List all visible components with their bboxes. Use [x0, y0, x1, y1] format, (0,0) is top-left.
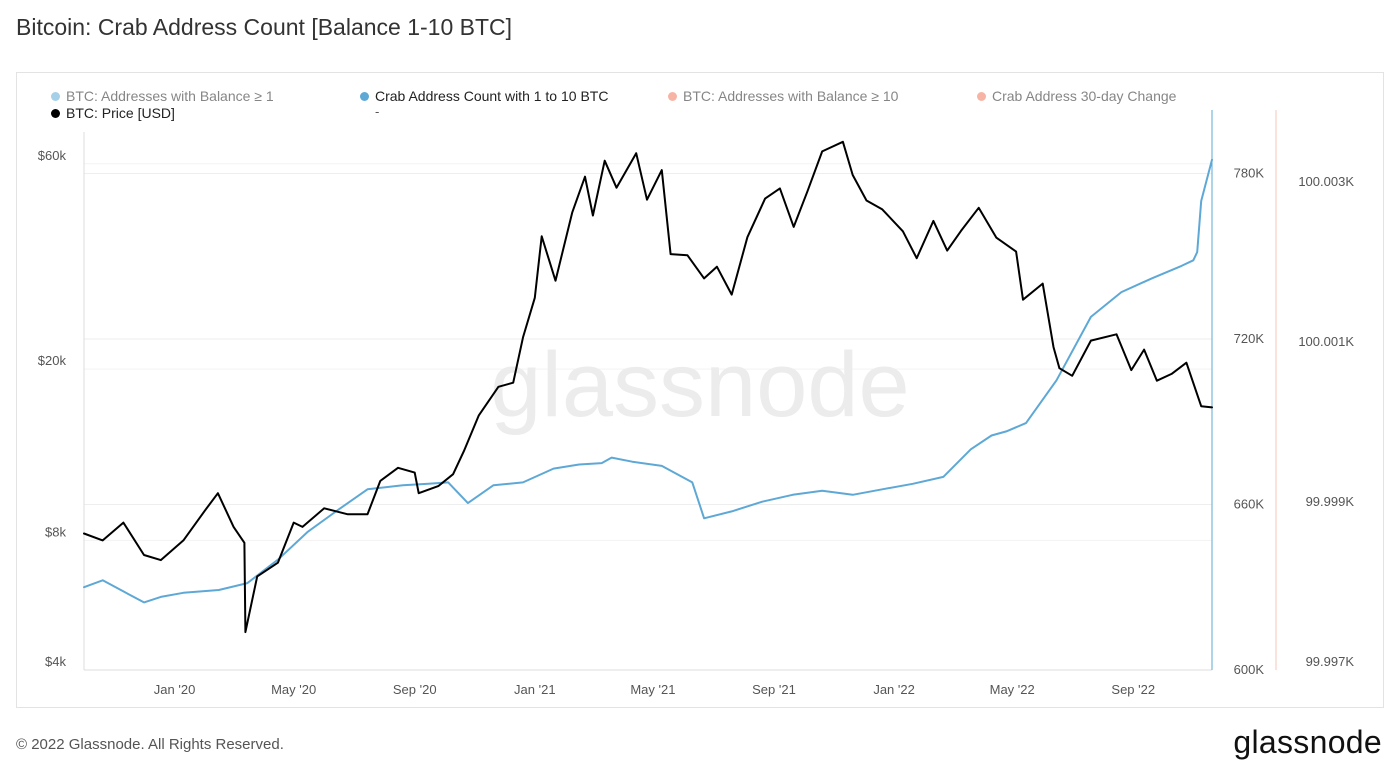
y-tick-label-count: 780K — [1234, 165, 1265, 180]
y-tick-label-change: 100.003K — [1298, 174, 1354, 189]
page-title: Bitcoin: Crab Address Count [Balance 1-1… — [16, 14, 513, 40]
y-tick-label-price: $4k — [45, 654, 66, 669]
x-tick-label: Jan '22 — [873, 682, 915, 697]
legend-label: BTC: Addresses with Balance ≥ 10 — [683, 88, 899, 104]
x-tick-label: May '20 — [271, 682, 316, 697]
legend-dot — [51, 108, 60, 118]
x-tick-label: Sep '21 — [752, 682, 796, 697]
legend-item-crab-30d-change[interactable]: Crab Address 30-day Change — [977, 88, 1176, 104]
y-tick-label-change: 99.997K — [1306, 654, 1355, 669]
legend-dot — [51, 91, 60, 101]
footer-logo: glassnode — [1233, 724, 1382, 760]
x-tick-label: May '21 — [630, 682, 675, 697]
legend-label: Crab Address 30-day Change — [992, 88, 1177, 104]
legend-label: Crab Address Count with 1 to 10 BTC — [375, 88, 609, 104]
legend-item-addresses-ge-10[interactable]: BTC: Addresses with Balance ≥ 10 — [668, 88, 898, 104]
y-tick-label-count: 660K — [1234, 496, 1265, 511]
x-tick-label: Sep '22 — [1111, 682, 1155, 697]
price-series-line — [83, 140, 1213, 634]
y-tick-label-price: $8k — [45, 524, 66, 539]
crab-count-series-line — [83, 158, 1213, 604]
y-tick-label-count: 720K — [1234, 331, 1265, 346]
x-tick-label: May '22 — [990, 682, 1035, 697]
legend-item-addresses-ge-1[interactable]: BTC: Addresses with Balance ≥ 1 — [51, 88, 274, 104]
x-tick-label: Sep '20 — [393, 682, 437, 697]
y-tick-label-count: 600K — [1234, 662, 1265, 677]
legend-dot — [668, 91, 677, 101]
legend-label: BTC: Price [USD] — [66, 105, 175, 121]
y-tick-label-change: 100.001K — [1298, 334, 1354, 349]
legend-dash: - — [375, 104, 380, 119]
y-tick-label-price: $60k — [38, 148, 67, 163]
watermark: glassnode — [490, 334, 909, 436]
legend-label: BTC: Addresses with Balance ≥ 1 — [66, 88, 274, 104]
tick-labels: $4k $8k $20k $60k 600K 660K 720K 780K 99.997K 99.… — [38, 148, 1355, 697]
legend-dot — [360, 91, 369, 101]
legend-item-btc-price[interactable]: BTC: Price [USD] — [51, 105, 175, 121]
x-tick-label: Jan '21 — [514, 682, 556, 697]
y-tick-label-price: $20k — [38, 353, 67, 368]
footer-copyright: © 2022 Glassnode. All Rights Reserved. — [16, 736, 284, 753]
legend-dot — [977, 91, 986, 101]
series-lines — [83, 140, 1213, 634]
chart-frame — [16, 72, 1384, 708]
legend-item-crab-count[interactable]: Crab Address Count with 1 to 10 BTC — [360, 88, 608, 104]
y-tick-label-change: 99.999K — [1306, 494, 1355, 509]
x-tick-label: Jan '20 — [154, 682, 196, 697]
